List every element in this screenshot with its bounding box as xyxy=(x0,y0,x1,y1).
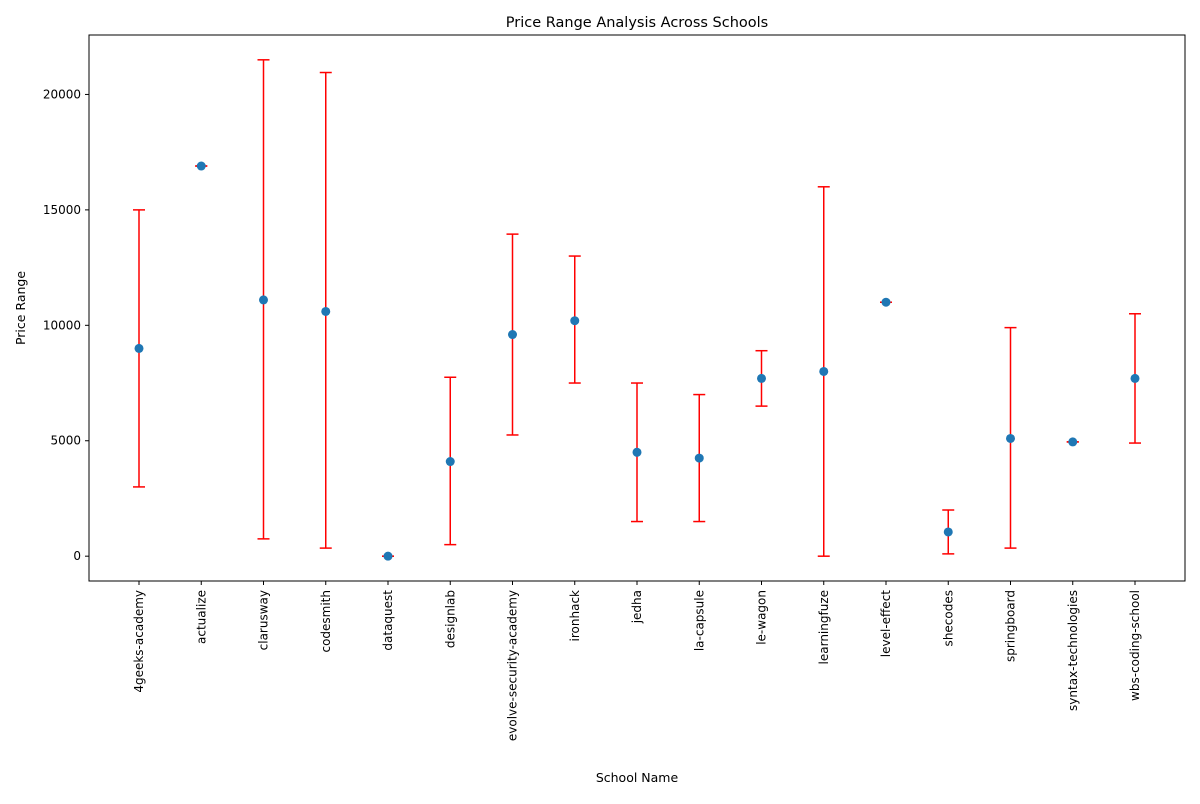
y-tick-label: 15000 xyxy=(43,203,81,217)
chart-title: Price Range Analysis Across Schools xyxy=(506,15,768,31)
x-tick-label: wbs-coding-school xyxy=(1128,590,1142,701)
data-point xyxy=(1130,373,1140,383)
data-point xyxy=(757,373,766,383)
y-axis-label: Price Range xyxy=(13,271,28,345)
x-tick-label: codesmith xyxy=(319,590,333,653)
data-point xyxy=(321,306,331,316)
x-tick-label: la-capsule xyxy=(692,590,706,651)
plot-frame xyxy=(88,34,1186,582)
y-tick-label: 20000 xyxy=(43,87,81,101)
data-point xyxy=(943,527,953,537)
x-tick-label: shecodes xyxy=(941,590,955,646)
y-tick-label: 5000 xyxy=(50,434,81,448)
data-point xyxy=(632,447,642,457)
x-tick-label: evolve-security-academy xyxy=(506,590,520,741)
x-tick-label: jedha xyxy=(630,590,644,624)
x-axis-label: School Name xyxy=(596,770,679,785)
x-tick-label: actualize xyxy=(194,590,208,644)
data-point xyxy=(383,551,393,561)
data-point xyxy=(1006,433,1015,443)
data-point xyxy=(819,366,829,376)
x-tick-label: 4geeks-academy xyxy=(132,590,146,693)
data-point xyxy=(570,316,580,326)
data-point xyxy=(881,297,891,307)
y-tick-label: 0 xyxy=(73,549,81,563)
x-tick-label: dataquest xyxy=(381,590,395,651)
data-point xyxy=(259,295,268,305)
data-point xyxy=(1068,437,1078,447)
x-tick-label: le-wagon xyxy=(755,590,769,645)
x-tick-label: learningfuze xyxy=(817,590,831,664)
x-tick-label: springboard xyxy=(1004,590,1018,662)
data-point xyxy=(694,453,704,463)
x-tick-label: syntax-technologies xyxy=(1066,590,1080,711)
x-tick-label: designlab xyxy=(443,590,457,648)
x-tick-label: clarusway xyxy=(257,590,271,650)
x-tick-label: ironhack xyxy=(568,590,582,642)
data-point xyxy=(196,161,206,171)
data-point xyxy=(508,330,517,340)
data-point xyxy=(134,343,144,353)
data-point xyxy=(445,457,455,467)
plot-content: 0 5000 10000 15000 20000 4geeks-academy actual… xyxy=(43,59,1142,741)
y-tick-label: 10000 xyxy=(43,318,81,332)
x-tick-label: level-effect xyxy=(879,590,893,657)
